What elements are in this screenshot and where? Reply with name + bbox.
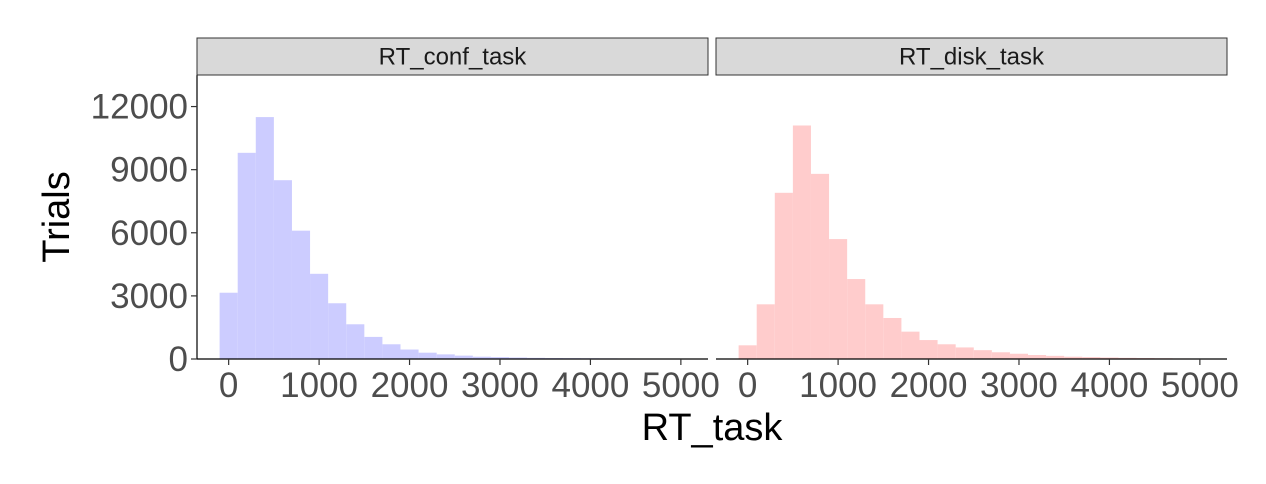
x-tick-label: 2000	[890, 366, 968, 405]
histogram-bar	[1046, 355, 1065, 359]
histogram-bar	[509, 357, 528, 359]
x-tick-label: 5000	[1161, 366, 1239, 405]
x-tick-label: 3000	[980, 366, 1058, 405]
histogram-bar	[774, 192, 793, 359]
histogram-bar	[490, 357, 510, 359]
facet-panel-rt-disk-task: RT_disk_task 0 1000 2000 3000 4000 5000	[715, 37, 1239, 405]
x-tick-label: 1000	[799, 366, 877, 405]
histogram-bar	[273, 180, 292, 359]
facet-strip	[715, 37, 1228, 76]
x-tick-label: 0	[219, 366, 238, 405]
x-tick-label: 4000	[551, 366, 629, 405]
y-axis: 0 3000 6000 9000 12000	[91, 75, 198, 379]
y-tick-label: 0	[169, 340, 188, 379]
histogram-bar	[1100, 357, 1119, 359]
histogram-bar	[738, 345, 757, 359]
y-tick-label: 9000	[110, 151, 188, 190]
histogram-bar	[454, 355, 473, 359]
histogram-bar	[219, 292, 238, 359]
histogram-bar	[955, 347, 974, 359]
histogram-bar	[418, 352, 437, 359]
histogram-bar	[973, 350, 992, 359]
x-tick-label: 2000	[371, 366, 449, 405]
histogram-bar	[937, 344, 956, 359]
histogram-bar	[400, 349, 419, 359]
facet-strip-label: RT_disk_task	[899, 44, 1045, 71]
histogram-bar	[1028, 355, 1047, 359]
histogram-bar	[883, 317, 902, 359]
x-tick-label: 1000	[280, 366, 358, 405]
histogram-bar	[237, 152, 256, 359]
histogram-bar	[865, 304, 884, 359]
x-tick-label: 4000	[1070, 366, 1148, 405]
facet-strip-label: RT_conf_task	[379, 44, 528, 71]
histogram-bar	[472, 356, 491, 359]
histogram-bar	[847, 279, 866, 359]
x-tick-label: 3000	[461, 366, 539, 405]
histogram-bar	[346, 324, 365, 359]
histogram-bar	[1082, 357, 1101, 359]
histogram-bar	[829, 239, 848, 359]
histogram-bar	[1009, 353, 1029, 359]
histogram-bar	[328, 303, 347, 359]
y-tick-label: 6000	[110, 214, 188, 253]
y-axis-title: Trials	[36, 171, 78, 262]
y-tick-label: 12000	[91, 88, 188, 127]
histogram-bar	[364, 336, 383, 359]
x-tick-label: 0	[738, 366, 757, 405]
histogram-bar	[991, 352, 1010, 359]
histogram-bar	[1064, 356, 1083, 359]
histogram-bar	[310, 273, 329, 359]
histogram-bar	[792, 125, 811, 359]
histogram-bar	[382, 344, 401, 359]
x-tick-label: 5000	[642, 366, 720, 405]
x-axis-title: RT_task	[642, 407, 784, 449]
histogram-bar	[291, 230, 311, 359]
histogram-bar	[810, 173, 830, 359]
histogram-bar	[436, 354, 455, 359]
histogram-bar	[756, 304, 775, 359]
facet-panel-rt-conf-task: RT_conf_task 0 1000 2000 3000 4000 5000	[196, 37, 720, 405]
facet-strip	[196, 37, 709, 76]
y-tick-label: 3000	[110, 277, 188, 316]
histogram-bar	[901, 331, 920, 359]
histogram-bar	[919, 340, 938, 359]
histogram-bar	[255, 117, 274, 360]
